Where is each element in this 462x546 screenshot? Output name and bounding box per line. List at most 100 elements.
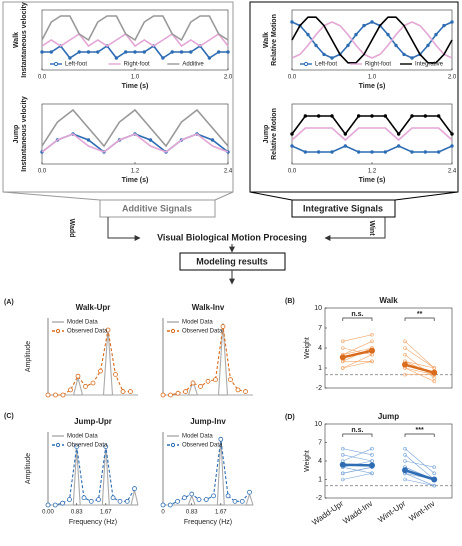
legend-label: Model Data	[67, 434, 98, 440]
subject-point	[370, 471, 374, 476]
data-point	[436, 114, 441, 118]
data-point	[210, 138, 215, 142]
data-point	[103, 444, 109, 450]
chart-title: Jump-Upr	[74, 417, 112, 426]
data-point	[68, 56, 72, 60]
data-point	[243, 389, 248, 394]
series-line	[163, 323, 253, 396]
data-point	[60, 500, 65, 506]
x-tick-label: 0	[161, 510, 165, 516]
legend-label: Right-foot	[365, 62, 391, 68]
data-point	[213, 377, 218, 383]
legend-label: Additive	[182, 62, 204, 68]
chart-title: Walk-Inv	[192, 303, 225, 312]
data-point	[189, 491, 195, 497]
legend-marker	[55, 442, 61, 448]
data-point	[216, 50, 221, 54]
y-tick-label: 7	[318, 439, 322, 446]
series-line	[48, 444, 139, 506]
subject-point	[340, 346, 345, 350]
subject-point	[370, 339, 374, 344]
data-point	[343, 144, 348, 148]
subject-point	[403, 372, 407, 377]
x-tick-label: 1.67	[215, 510, 227, 516]
significance-bracket	[342, 433, 373, 437]
y-axis-title: Jump	[13, 125, 20, 144]
y-axis-label: Instantaneous velocity	[21, 96, 28, 172]
connector	[2, 191, 234, 201]
plot-frame	[291, 103, 453, 165]
x-tick-label: 0.83	[71, 510, 83, 516]
additive-label: Additive Signals	[122, 203, 192, 213]
data-point	[316, 114, 321, 118]
x-tick-label: 1.2	[368, 169, 377, 175]
subject-line	[404, 448, 435, 474]
data-point	[96, 497, 101, 502]
chart-title: Walk-Upr	[76, 303, 111, 312]
data-point	[133, 50, 137, 54]
data-point	[442, 23, 446, 28]
mean-point	[368, 462, 375, 469]
data-point	[74, 444, 80, 450]
x-tick-label: 1.0	[368, 75, 377, 81]
data-point	[90, 380, 96, 386]
x-axis-label: Frequency (Hz)	[69, 519, 117, 526]
data-point	[175, 498, 180, 504]
data-point	[394, 43, 398, 48]
x-tick-label: 2.0	[224, 75, 233, 81]
data-point	[67, 497, 72, 502]
data-point	[383, 150, 388, 154]
data-point	[49, 50, 53, 54]
subject-line	[404, 367, 435, 382]
mean-point	[368, 347, 375, 354]
subject-point	[403, 346, 407, 350]
modeling-label: Modeling results	[196, 256, 268, 266]
subject-line	[404, 347, 435, 369]
subject-point	[340, 366, 345, 370]
data-point	[450, 20, 454, 24]
data-point	[290, 132, 294, 136]
data-point	[86, 138, 91, 142]
legend-label: Integrative	[415, 62, 444, 68]
x-tick-label: 0.83	[186, 510, 198, 516]
data-point	[303, 114, 308, 118]
series-line	[163, 437, 254, 506]
data-point	[410, 56, 414, 60]
subject-point	[403, 477, 407, 482]
data-point	[175, 390, 181, 396]
data-point	[346, 43, 350, 48]
data-point	[314, 43, 318, 48]
legend-marker	[170, 442, 176, 448]
data-point	[45, 392, 51, 398]
subject-line	[342, 341, 373, 355]
legend-label: Observed Data	[182, 443, 223, 449]
integrative-label: Integrative Signals	[303, 203, 383, 213]
subject-point	[403, 339, 407, 344]
data-point	[370, 150, 374, 154]
data-point	[410, 150, 414, 154]
data-point	[68, 387, 73, 393]
mean-point	[431, 369, 438, 376]
legend-label: Right-foot	[124, 62, 150, 68]
data-point	[410, 114, 414, 118]
data-point	[124, 498, 130, 504]
panel-label: (A)	[4, 299, 14, 306]
subject-point	[432, 483, 437, 488]
legend-label: Model Data	[67, 320, 98, 326]
y-tick-label: 1	[318, 476, 322, 483]
legend-label: Model Data	[182, 434, 213, 440]
subject-point	[370, 359, 374, 364]
mean-point	[339, 354, 346, 361]
additive-panel	[2, 1, 234, 193]
data-point	[220, 324, 226, 329]
data-point	[167, 502, 173, 508]
data-point	[386, 32, 390, 37]
data-point	[77, 50, 81, 54]
data-point	[423, 114, 428, 118]
y-tick-label: 7	[318, 325, 322, 332]
data-point	[53, 392, 58, 398]
processing-label: Visual Biological Motion Procesing	[157, 232, 307, 242]
series-line	[163, 326, 246, 396]
w-int: Wint	[368, 220, 375, 236]
